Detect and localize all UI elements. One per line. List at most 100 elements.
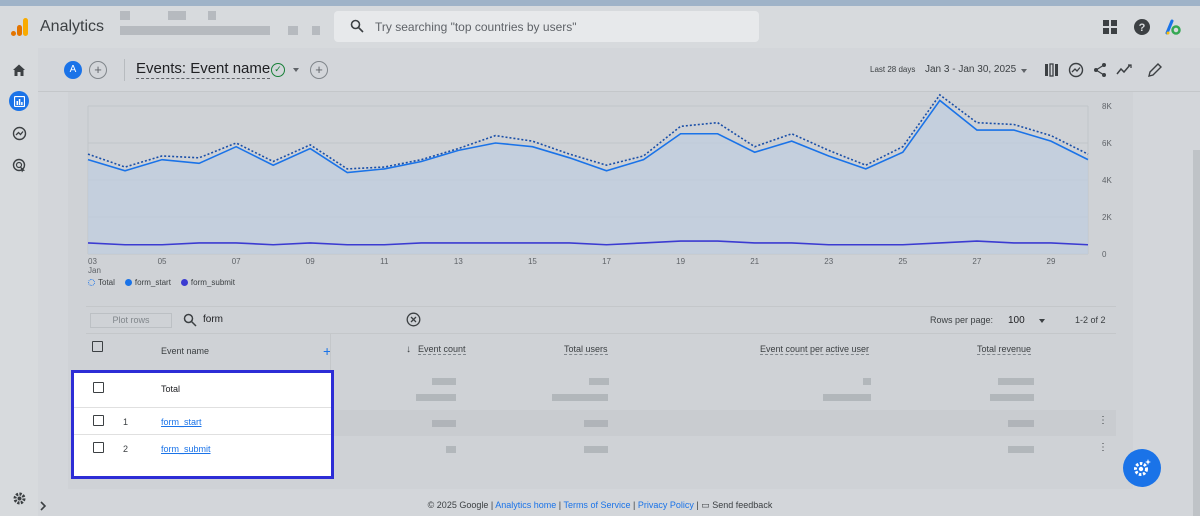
series-line-total bbox=[87, 93, 1089, 170]
browser-top-strip bbox=[0, 0, 1200, 6]
app-title: Analytics bbox=[40, 18, 105, 35]
x-tick-label: 27 bbox=[972, 257, 981, 266]
total-row-label: Total bbox=[161, 384, 181, 394]
expand-nav-chevron-icon[interactable] bbox=[36, 496, 50, 516]
redacted-value bbox=[1008, 446, 1034, 453]
row-menu-kebab-icon[interactable]: ⋮ bbox=[1098, 442, 1108, 453]
legend-item-total[interactable]: Total bbox=[88, 278, 115, 287]
explore-icon[interactable] bbox=[9, 123, 29, 143]
apps-grid-icon[interactable] bbox=[1101, 18, 1119, 36]
x-tick-label: 25 bbox=[898, 257, 907, 266]
table-row[interactable] bbox=[86, 436, 1116, 462]
area-fill-form-start bbox=[88, 100, 1088, 254]
y-tick-label: 8K bbox=[1102, 102, 1112, 111]
left-navigation bbox=[0, 48, 47, 516]
add-dimension-button[interactable]: + bbox=[323, 343, 332, 359]
total-row-checkbox[interactable] bbox=[93, 382, 104, 393]
y-tick-label: 4K bbox=[1102, 176, 1112, 185]
x-tick-label: 05 bbox=[158, 257, 167, 266]
redacted-value bbox=[584, 446, 608, 453]
event-link-form-submit[interactable]: form_submit bbox=[161, 444, 211, 454]
col-event-count-per-user[interactable]: Event count per active user bbox=[760, 344, 870, 355]
redacted-value bbox=[998, 378, 1034, 385]
redacted-account-text bbox=[208, 11, 216, 20]
col-total-revenue[interactable]: Total revenue bbox=[977, 344, 1032, 355]
search-bar[interactable]: Try searching "top countries by users" bbox=[334, 11, 759, 42]
footer-copyright: © 2025 Google | bbox=[427, 500, 494, 510]
footer-privacy-link[interactable]: Privacy Policy bbox=[637, 500, 694, 510]
analytics-logo-icon[interactable] bbox=[10, 17, 30, 37]
row-divider bbox=[74, 434, 331, 435]
plot-rows-button[interactable]: Plot rows bbox=[90, 313, 172, 328]
add-comparison-button[interactable]: + bbox=[89, 61, 107, 79]
footer-feedback-link[interactable]: Send feedback bbox=[712, 500, 773, 510]
redacted-property-text bbox=[312, 26, 320, 35]
row-divider bbox=[74, 407, 331, 408]
page-scrollbar[interactable] bbox=[1193, 150, 1200, 516]
share-icon[interactable] bbox=[1092, 62, 1108, 78]
edit-pencil-icon[interactable] bbox=[1147, 62, 1163, 78]
chart-legend: Total form_start form_submit bbox=[88, 278, 235, 287]
redacted-value bbox=[432, 420, 456, 427]
select-all-checkbox[interactable] bbox=[92, 341, 103, 352]
customize-report-icon[interactable] bbox=[1044, 62, 1060, 78]
x-tick-label: 07 bbox=[232, 257, 241, 266]
highlight-box: Total 1 form_start 2 form_submit bbox=[71, 370, 334, 479]
insights-icon[interactable] bbox=[1068, 62, 1084, 78]
events-line-chart: 0 2K 4K 6K 8K 03 05 07 09 11 13 15 17 19 21 23 25 27 29 Jan bbox=[87, 93, 1112, 275]
reports-icon[interactable] bbox=[9, 91, 29, 111]
col-total-users[interactable]: Total users bbox=[564, 344, 608, 355]
rows-per-page-select[interactable]: 100 bbox=[1008, 315, 1025, 326]
search-placeholder: Try searching "top countries by users" bbox=[375, 20, 577, 34]
redacted-value bbox=[863, 378, 871, 385]
col-event-count[interactable]: Event count bbox=[418, 344, 466, 355]
clear-search-icon[interactable] bbox=[406, 312, 421, 327]
table-header: Event name + ↓ Event count Total users E… bbox=[86, 333, 1116, 369]
add-report-button[interactable]: + bbox=[310, 61, 328, 79]
search-icon bbox=[350, 19, 364, 33]
date-range[interactable]: Jan 3 - Jan 30, 2025 bbox=[925, 64, 1017, 75]
x-tick-label: 03 bbox=[88, 257, 97, 266]
comparison-avatar[interactable]: A bbox=[64, 61, 82, 79]
x-tick-label: 13 bbox=[454, 257, 463, 266]
x-tick-label: 11 bbox=[380, 257, 389, 266]
footer-separator: | bbox=[558, 500, 562, 510]
date-dropdown-chevron-icon[interactable] bbox=[1021, 69, 1027, 73]
row-number: 2 bbox=[123, 444, 129, 454]
svg-text:?: ? bbox=[1139, 22, 1146, 34]
redacted-property-text bbox=[120, 26, 270, 35]
analytics-advisor-button[interactable] bbox=[1123, 449, 1161, 487]
help-icon[interactable]: ? bbox=[1133, 18, 1151, 36]
report-title[interactable]: Events: Event name bbox=[136, 60, 271, 79]
admin-gear-icon[interactable] bbox=[9, 488, 29, 508]
series-line-form-submit bbox=[87, 240, 1089, 246]
row-menu-kebab-icon[interactable]: ⋮ bbox=[1098, 415, 1108, 426]
account-avatar-icon[interactable] bbox=[1164, 18, 1182, 36]
home-icon[interactable] bbox=[9, 60, 29, 80]
redacted-value bbox=[1008, 420, 1034, 427]
redacted-value bbox=[589, 378, 609, 385]
event-link-form-start[interactable]: form_start bbox=[161, 417, 202, 427]
footer-separator: | bbox=[632, 500, 636, 510]
footer-analytics-home-link[interactable]: Analytics home bbox=[495, 500, 557, 510]
page-footer: © 2025 Google | Analytics home | Terms o… bbox=[0, 500, 1200, 511]
compare-trend-icon[interactable] bbox=[1116, 62, 1132, 78]
redacted-value bbox=[552, 394, 608, 401]
x-tick-label: 29 bbox=[1047, 257, 1056, 266]
table-search-input[interactable]: form bbox=[203, 314, 223, 325]
col-event-name[interactable]: Event name bbox=[161, 346, 210, 356]
legend-form-submit-swatch bbox=[180, 279, 188, 286]
report-dropdown-chevron-icon[interactable] bbox=[293, 68, 299, 72]
rows-per-page-chevron-icon[interactable] bbox=[1039, 319, 1045, 323]
x-tick-label: 17 bbox=[602, 257, 611, 266]
row-checkbox[interactable] bbox=[93, 415, 104, 426]
advertising-icon[interactable] bbox=[9, 155, 29, 175]
redacted-account-text bbox=[120, 11, 130, 20]
footer-terms-link[interactable]: Terms of Service bbox=[563, 500, 631, 510]
legend-form-start-swatch bbox=[124, 279, 132, 286]
legend-item-form-start[interactable]: form_start bbox=[124, 278, 171, 287]
redacted-value bbox=[990, 394, 1034, 401]
legend-item-form-submit[interactable]: form_submit bbox=[180, 278, 235, 287]
totals-row bbox=[86, 369, 1116, 409]
row-checkbox[interactable] bbox=[93, 442, 104, 453]
